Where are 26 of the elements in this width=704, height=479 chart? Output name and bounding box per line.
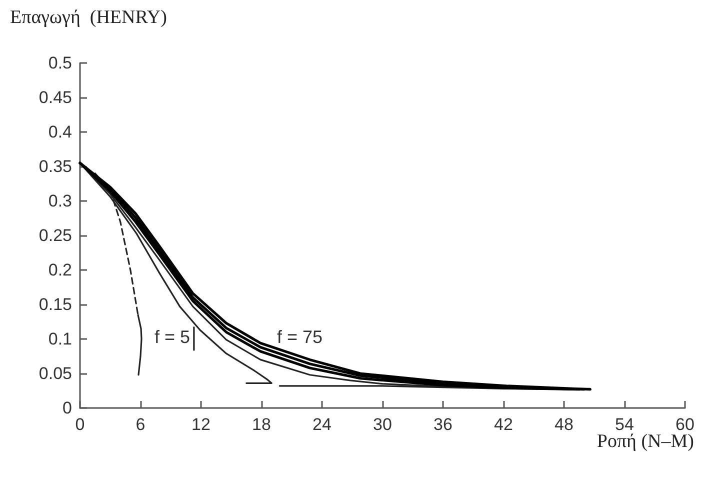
y-tick-label: 0.05 [38,364,72,383]
y-tick-label: 0.15 [38,295,72,314]
x-tick-label: 18 [252,415,271,434]
y-tick-label: 0.1 [48,330,72,348]
y-tick-label: 0.25 [38,226,72,245]
x-tick-label: 54 [615,415,634,434]
x-axis-title: Ροπή (N–M) [596,431,694,452]
x-tick-label: 42 [494,415,513,434]
x-tick-label: 0 [75,415,85,434]
x-tick-label: 60 [676,415,694,434]
annotation: f = 75 [277,327,323,347]
y-tick-label: 0.35 [38,157,72,176]
y-tick-label: 0 [62,398,72,418]
x-tick-label: 30 [373,415,392,434]
y-axis-title: Επαγωγή (HENRY) [10,7,167,28]
x-tick-label: 24 [312,415,332,434]
annotation: f = 5 [154,327,190,347]
y-tick-label: 0.5 [48,54,72,72]
y-tick-label: 0.2 [48,260,72,280]
y-tick-label: 0.3 [48,192,72,210]
x-tick-label: 48 [554,415,574,434]
y-tick-label: 0.45 [38,88,72,107]
x-tick-label: 36 [434,415,452,434]
x-tick-label: 6 [136,415,146,434]
x-tick-label: 12 [192,415,210,434]
y-tick-label: 0.4 [48,122,72,142]
